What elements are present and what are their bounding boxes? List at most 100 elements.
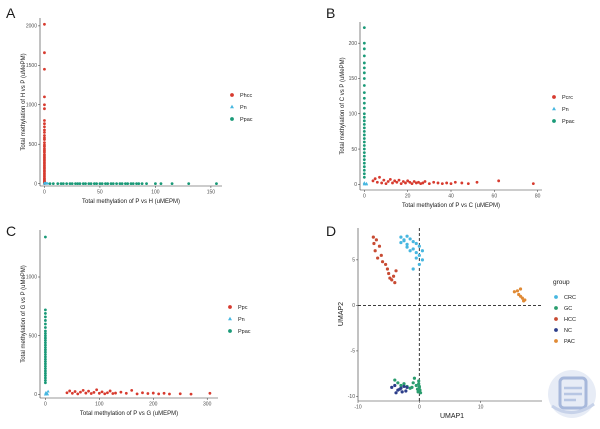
panel-b-point-ppac: [362, 154, 366, 158]
panel-d-y-label: UMAP2: [338, 302, 345, 326]
panel-d-y-tick-label: 0: [352, 303, 355, 309]
panel-d-point-gc: [410, 385, 414, 389]
panel-b-point-pcrc: [378, 175, 381, 179]
panel-d-point-pac: [515, 289, 520, 293]
panel-a-point-phcc: [43, 128, 46, 132]
panel-d-point-nc: [398, 387, 402, 391]
panel-d-point-gc: [393, 378, 397, 382]
panel-a-point-ppac: [56, 182, 60, 186]
panel-b-point-pn: [364, 181, 369, 185]
panel-b-y-tick-label: 200: [349, 41, 358, 47]
panel-c-point-ppac: [43, 376, 47, 380]
panel-a-x-tick-label: 50: [97, 190, 103, 196]
panel-b-point-pcrc: [466, 182, 470, 186]
panel-a-point-ppac: [61, 182, 65, 186]
panel-c-point-ppc: [141, 391, 144, 395]
panel-d-legend-key-hcc: [554, 317, 558, 321]
panel-c-legend-key-ppc: [228, 305, 232, 309]
panel-c-point-ppac: [43, 355, 47, 359]
panel-a-point-pn: [42, 181, 47, 185]
panel-a-point-phcc: [43, 125, 46, 129]
panel-c-point-ppc: [89, 392, 93, 395]
panel-d-point-gc: [414, 383, 418, 388]
panel-b-point-pcrc: [440, 182, 444, 186]
panel-d-legend-key-gc: [554, 306, 558, 310]
panel-b-point-ppac: [362, 119, 366, 123]
panel-c-point-ppc: [189, 392, 193, 396]
panel-a-y-tick-label: 1500: [26, 63, 37, 69]
panel-b-point-pcrc: [388, 178, 392, 181]
panel-b-point-pcrc: [412, 180, 416, 183]
panel-b-point-pcrc: [436, 181, 440, 185]
panel-b-point-ppac: [362, 96, 366, 100]
panel-c-point-ppac: [43, 362, 47, 366]
panel-c-point-ppac: [43, 312, 47, 315]
panel-c-point-ppc: [130, 388, 134, 392]
panel-a-point-ppac: [106, 182, 110, 186]
panel-a-point-ppac: [92, 182, 96, 186]
panel-a-point-ppac: [126, 182, 130, 186]
panel-c-point-ppc: [178, 392, 182, 396]
panel-a-point-ppac: [120, 182, 124, 186]
panel-d-point-crc: [417, 253, 421, 257]
panel-a-point-ppac: [145, 182, 148, 186]
panel-a-legend-label-phcc: Phcc: [240, 93, 252, 99]
panel-c: C 0 100 200 300 0 500 1000 Total methylation …: [6, 223, 251, 417]
panel-a-legend-label-ppac: Ppac: [240, 117, 253, 123]
panel-a-point-ppac: [74, 182, 77, 186]
panel-c-point-ppac: [43, 357, 47, 361]
panel-d-point-nc: [404, 389, 408, 393]
panel-b-point-ppac: [362, 137, 366, 140]
panel-d-point-crc: [405, 242, 409, 246]
panel-b-point-pn: [362, 181, 366, 184]
panel-d-point-crc: [414, 250, 418, 255]
panel-b-point-pcrc: [531, 182, 535, 186]
panel-c-point-ppc: [97, 391, 101, 395]
panel-b-point-pcrc: [373, 177, 377, 181]
panel-d-point-hcc: [391, 274, 396, 278]
panel-a-point-ppac: [100, 182, 104, 186]
panel-c-points: [43, 235, 212, 396]
panel-c-point-ppac: [43, 329, 47, 333]
panel-b-point-pcrc: [382, 178, 386, 182]
panel-c-point-ppac: [43, 350, 47, 354]
panel-d-point-crc: [414, 256, 418, 260]
panel-a-point-phcc: [43, 67, 46, 71]
panel-b-point-pcrc: [497, 179, 501, 183]
panel-b-point-pcrc: [445, 181, 449, 185]
panel-a-point-ppac: [84, 182, 87, 186]
panel-c-point-ppc: [114, 391, 117, 395]
panel-c-point-ppac: [43, 235, 47, 239]
panel-c-point-ppac: [43, 360, 47, 363]
panel-c-point-ppac: [43, 346, 47, 349]
panel-c-point-pn: [46, 389, 50, 393]
panel-b-point-pcrc: [449, 182, 453, 186]
panel-c-point-ppac: [43, 319, 47, 322]
panel-b-point-pcrc: [460, 181, 464, 185]
panel-b-legend-key-pn: [552, 106, 556, 111]
panel-c-legend-key-ppac: [228, 329, 232, 333]
panel-d-point-crc: [411, 240, 415, 244]
panel-d-point-crc: [411, 247, 415, 251]
panel-b-point-ppac: [362, 77, 366, 80]
panel-d-point-gc: [418, 388, 422, 392]
panel-a-point-ppac: [131, 182, 135, 186]
panel-b-points: [362, 26, 535, 186]
panel-b-point-pcrc: [421, 181, 425, 185]
panel-d-point-hcc: [373, 249, 377, 253]
panel-b-point-pcrc: [408, 180, 412, 184]
panel-b-point-ppac: [362, 133, 366, 137]
panel-c-point-ppac: [43, 343, 47, 347]
panel-c-point-ppac: [43, 315, 47, 319]
panel-d-legend-key-nc: [554, 328, 558, 332]
panel-a-label: A: [6, 5, 16, 21]
panel-a-x-label: Total methylation of P vs H (uMEPM): [82, 199, 180, 205]
panel-d-x-label: UMAP1: [440, 413, 464, 420]
panel-d-points: [371, 234, 527, 395]
panel-b-point-ppac: [362, 140, 366, 144]
panel-c-point-ppc: [95, 388, 99, 392]
panel-c-y-label: Total methylation of G vs P (uMePM): [21, 265, 27, 363]
panel-c-point-ppc: [103, 392, 107, 396]
panel-a-y-tick-label: 1000: [26, 102, 37, 108]
panel-b-x-tick-label: 60: [492, 194, 498, 200]
